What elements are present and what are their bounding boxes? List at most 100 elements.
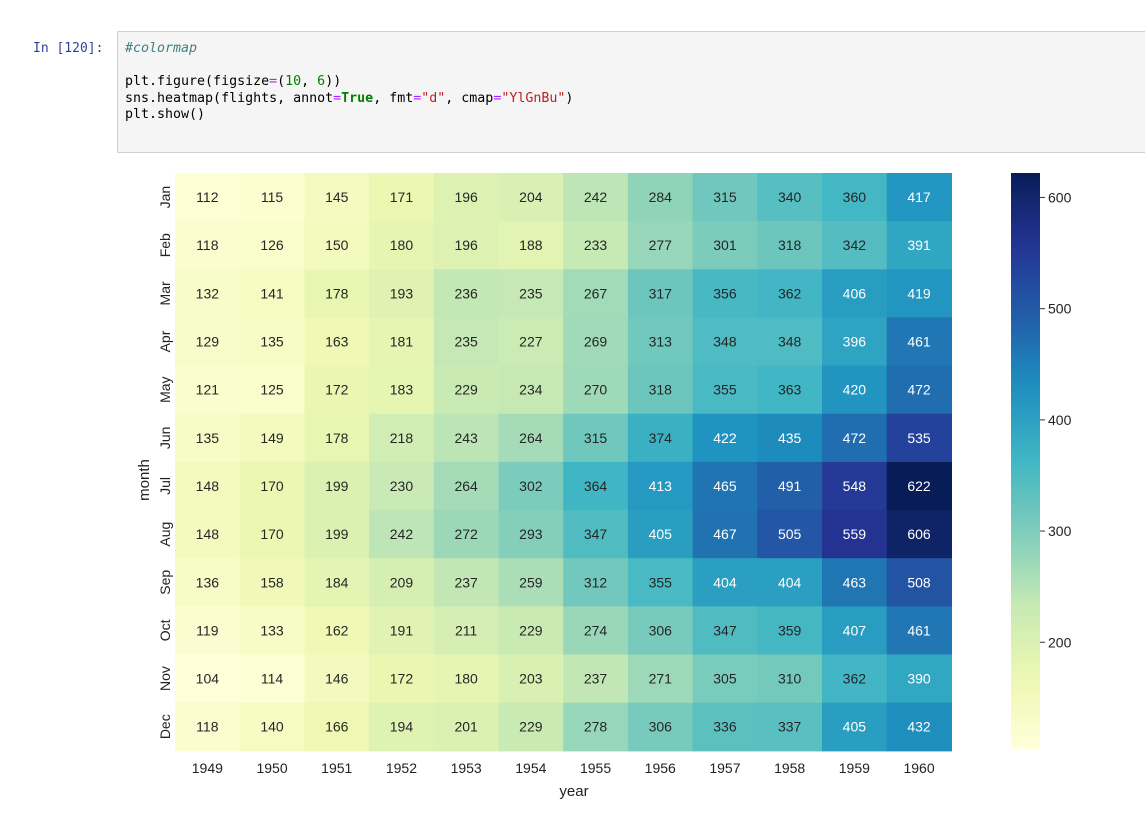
cell-value-label: 227 <box>519 334 543 350</box>
code-token: = <box>269 74 278 89</box>
colorbar-tick-label: 200 <box>1048 634 1072 650</box>
cell-value-label: 310 <box>778 671 802 687</box>
heatmap-cell <box>822 173 888 222</box>
cell-value-label: 242 <box>390 526 414 542</box>
cell-value-label: 196 <box>454 237 478 253</box>
code-token: )) <box>325 74 342 89</box>
heatmap-cell <box>692 654 758 704</box>
heatmap-cell <box>886 654 952 704</box>
cell-value-label: 404 <box>778 574 802 590</box>
heatmap-cell <box>369 461 435 511</box>
cell-value-label: 302 <box>519 478 543 494</box>
heatmap-cell <box>757 702 823 752</box>
heatmap-cell <box>692 702 758 752</box>
cell-value-label: 363 <box>778 382 802 398</box>
cell-value-label: 356 <box>713 285 737 301</box>
heatmap-cell <box>886 558 952 607</box>
heatmap-cell <box>498 269 564 319</box>
cell-value-label: 342 <box>843 237 867 253</box>
y-tick-label: Jul <box>157 477 173 495</box>
colorbar-tick-label: 300 <box>1048 523 1072 539</box>
cell-value-label: 115 <box>261 189 284 205</box>
cell-value-label: 148 <box>196 478 220 494</box>
heatmap-cell <box>304 317 370 367</box>
code-cell-input[interactable]: #colormap plt.figure(figsize=(10, 6)) sn… <box>117 31 1145 153</box>
heatmap-cell <box>886 702 952 752</box>
heatmap-cell <box>175 702 241 752</box>
heatmap-cell <box>304 702 370 752</box>
cell-value-label: 132 <box>196 285 220 301</box>
heatmap-cell <box>239 558 305 607</box>
cell-value-label: 336 <box>713 719 737 735</box>
heatmap-cell <box>433 317 500 367</box>
cell-value-label: 233 <box>584 237 608 253</box>
heatmap-cell <box>563 606 629 656</box>
heatmap-cell <box>886 317 952 367</box>
heatmap-cell <box>886 606 952 656</box>
heatmap-cell <box>369 510 435 559</box>
heatmap-cell <box>692 173 758 222</box>
heatmap-cell <box>692 413 758 463</box>
cell-value-label: 313 <box>649 334 673 350</box>
cell-value-label: 196 <box>454 189 478 205</box>
cell-output: 112 115 145 171 196 204 242 284 315 340 360 417 118 1… <box>117 160 1117 814</box>
code-token: ) <box>565 90 574 106</box>
cell-value-label: 178 <box>325 430 349 446</box>
cell-value-label: 166 <box>325 719 349 735</box>
cell-value-label: 465 <box>713 478 737 494</box>
cell-value-label: 125 <box>260 382 284 398</box>
cell-value-label: 293 <box>519 526 543 542</box>
cell-value-label: 129 <box>196 334 220 350</box>
heatmap-cell <box>304 461 370 511</box>
cell-value-label: 270 <box>584 382 608 398</box>
cell-value-label: 337 <box>778 719 802 735</box>
heatmap-cell <box>369 558 435 607</box>
y-axis-label: month <box>136 459 153 501</box>
x-tick-label: 1956 <box>645 760 676 776</box>
heatmap-cell <box>433 558 500 607</box>
heatmap-cell <box>239 654 305 704</box>
heatmap-cell <box>498 221 564 270</box>
cell-value-label: 121 <box>196 382 220 398</box>
cell-value-label: 229 <box>519 719 543 735</box>
code-token: "YlGnBu" <box>501 90 566 106</box>
heatmap-cell <box>563 461 629 511</box>
heatmap-cell <box>239 606 305 656</box>
heatmap-cell <box>304 510 370 559</box>
heatmap-cell <box>369 365 435 415</box>
heatmap-cell <box>239 365 305 415</box>
cell-value-label: 420 <box>843 382 867 398</box>
cell-value-label: 277 <box>649 237 673 253</box>
cell-value-label: 211 <box>455 622 478 638</box>
heatmap-cell <box>175 221 241 270</box>
code-token: #colormap <box>125 41 198 56</box>
heatmap-cell <box>239 413 305 463</box>
cell-value-label: 417 <box>907 189 931 205</box>
colorbar-tick-label: 400 <box>1048 412 1072 428</box>
heatmap-cell <box>757 221 823 270</box>
cell-value-label: 242 <box>584 189 608 205</box>
heatmap-cell <box>369 654 435 704</box>
heatmap-cell <box>239 221 305 270</box>
heatmap-cell <box>757 606 823 656</box>
heatmap-cell <box>563 558 629 607</box>
cell-value-label: 184 <box>325 574 349 590</box>
heatmap-cell <box>433 510 500 559</box>
cell-value-label: 305 <box>713 671 737 687</box>
x-tick-label: 1949 <box>192 760 223 776</box>
heatmap-cell <box>627 269 694 319</box>
cell-value-label: 264 <box>519 430 543 446</box>
heatmap-cell <box>692 558 758 607</box>
cell-value-label: 467 <box>713 526 737 542</box>
heatmap-cell <box>822 413 888 463</box>
code-editor[interactable]: #colormap plt.figure(figsize=(10, 6)) sn… <box>125 41 573 124</box>
cell-value-label: 170 <box>260 478 284 494</box>
code-token: ( <box>277 74 286 89</box>
cell-value-label: 229 <box>454 382 478 398</box>
cell-value-label: 413 <box>649 478 673 494</box>
heatmap-cell <box>304 413 370 463</box>
cell-value-label: 145 <box>325 189 349 205</box>
cell-value-label: 112 <box>196 189 219 205</box>
cell-value-label: 340 <box>778 189 802 205</box>
code-token: , cmap <box>445 90 494 106</box>
